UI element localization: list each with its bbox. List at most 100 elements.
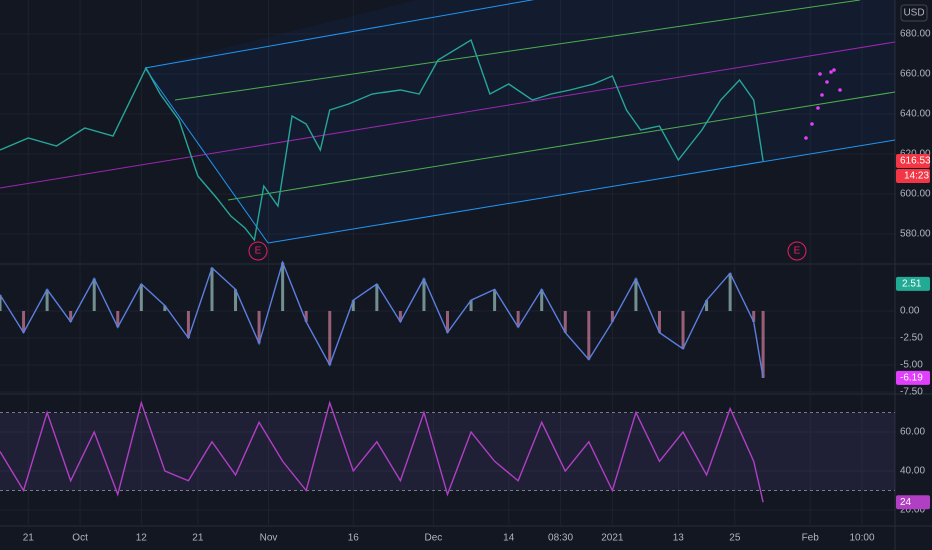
histogram-bar bbox=[139, 284, 143, 312]
series-line bbox=[0, 260, 764, 378]
last-value-badge bbox=[896, 153, 930, 168]
histogram-bar bbox=[398, 311, 402, 322]
histogram-bar bbox=[681, 311, 685, 349]
forecast-dot bbox=[825, 80, 829, 84]
earnings-marker[interactable] bbox=[248, 241, 268, 261]
x-tick-label: 21 bbox=[23, 533, 35, 544]
histogram-bar bbox=[0, 294, 2, 312]
forecast-dot bbox=[820, 93, 824, 97]
histogram-bar bbox=[587, 311, 591, 360]
earnings-marker[interactable] bbox=[787, 241, 807, 261]
x-tick-label: Feb bbox=[802, 533, 820, 544]
y-tick-label: 60.00 bbox=[900, 427, 925, 438]
histogram-bar bbox=[634, 278, 638, 312]
y-tick-label: -5.00 bbox=[900, 360, 923, 371]
histogram-bar bbox=[22, 311, 26, 333]
last-value-badge bbox=[896, 495, 930, 510]
series-line bbox=[0, 400, 764, 503]
y-tick-label: 640.00 bbox=[900, 109, 931, 120]
x-tick-label: 08:30 bbox=[548, 533, 573, 544]
unit-box[interactable] bbox=[900, 4, 928, 22]
y-tick-label: -7.50 bbox=[900, 387, 923, 398]
histogram-bar bbox=[257, 311, 261, 344]
histogram-bar bbox=[516, 311, 520, 328]
histogram-bar bbox=[563, 311, 567, 333]
histogram-bar bbox=[493, 289, 497, 312]
histogram-bar bbox=[234, 289, 238, 312]
last-value-badge bbox=[896, 370, 930, 385]
pitchfork-fill bbox=[145, 0, 895, 243]
pitchfork-line bbox=[144, 0, 535, 69]
y-tick-label: -2.50 bbox=[900, 333, 923, 344]
y-tick-label: 680.00 bbox=[900, 29, 931, 40]
forecast-dot bbox=[816, 106, 820, 110]
y-tick-label: 580.00 bbox=[900, 229, 931, 240]
series-line bbox=[0, 38, 764, 242]
y-tick-label: 40.00 bbox=[900, 466, 925, 477]
histogram-bar bbox=[657, 311, 661, 333]
histogram-bar bbox=[186, 311, 190, 339]
countdown-badge bbox=[896, 168, 930, 183]
x-tick-label: 12 bbox=[136, 533, 148, 544]
histogram-bar bbox=[705, 300, 709, 312]
signal-badge bbox=[896, 276, 930, 291]
histogram-bar bbox=[92, 278, 96, 312]
forecast-dot bbox=[818, 72, 822, 76]
forecast-dot bbox=[829, 70, 833, 74]
forecast-dot bbox=[804, 136, 808, 140]
x-tick-label: 14 bbox=[503, 533, 515, 544]
pitchfork-line bbox=[0, 41, 896, 189]
forecast-dots bbox=[804, 68, 842, 140]
earnings-label[interactable]: E bbox=[794, 246, 801, 257]
x-tick-label: 13 bbox=[673, 533, 685, 544]
x-tick-label: Dec bbox=[424, 533, 442, 544]
forecast-dot bbox=[810, 122, 814, 126]
x-tick-label: 16 bbox=[348, 533, 360, 544]
y-tick-label: 600.00 bbox=[900, 189, 931, 200]
histogram-bar bbox=[351, 300, 355, 312]
histogram-bar bbox=[761, 311, 765, 378]
last-value-label: 24 bbox=[900, 497, 912, 508]
pitchfork-line bbox=[227, 91, 896, 201]
forecast-dot bbox=[832, 68, 836, 72]
rsi-band bbox=[0, 412, 895, 491]
forecast-dot bbox=[838, 88, 842, 92]
pitchfork-line bbox=[174, 0, 861, 101]
histogram-bar bbox=[45, 289, 49, 312]
x-tick-label: Oct bbox=[72, 533, 88, 544]
x-tick-label: 25 bbox=[729, 533, 741, 544]
y-tick-label: 0.00 bbox=[900, 306, 920, 317]
pitchfork bbox=[0, 0, 896, 244]
histogram-bar bbox=[281, 262, 285, 312]
histogram-bar bbox=[116, 311, 120, 328]
histogram-bar bbox=[328, 311, 332, 366]
last-value-label: 616.53 bbox=[900, 156, 931, 167]
histogram-bar bbox=[752, 311, 756, 322]
last-value-label: -6.19 bbox=[900, 373, 923, 384]
histogram-bar bbox=[540, 289, 544, 312]
histogram-bar bbox=[210, 267, 214, 312]
histogram-bar bbox=[469, 300, 473, 312]
x-tick-label: 10:00 bbox=[850, 533, 875, 544]
pitchfork-line bbox=[267, 139, 896, 244]
histogram-bar bbox=[163, 305, 167, 312]
histogram-bar bbox=[728, 273, 732, 312]
histogram-bar bbox=[446, 311, 449, 333]
x-tick-label: 2021 bbox=[601, 533, 624, 544]
unit-label[interactable]: USD bbox=[903, 8, 924, 19]
histogram-bar bbox=[610, 311, 614, 322]
countdown-label: 14:23 bbox=[904, 171, 929, 182]
pitchfork-line bbox=[144, 67, 269, 244]
y-tick-label: 660.00 bbox=[900, 69, 931, 80]
histogram-bar bbox=[304, 311, 308, 322]
histogram-bar bbox=[375, 284, 379, 312]
signal-label: 2.51 bbox=[902, 279, 922, 290]
x-tick-label: Nov bbox=[260, 533, 278, 544]
histogram-bar bbox=[69, 311, 73, 322]
x-tick-label: 21 bbox=[192, 533, 204, 544]
histogram-bar bbox=[422, 278, 426, 312]
earnings-label[interactable]: E bbox=[255, 246, 262, 257]
y-tick-label: 20.00 bbox=[900, 505, 925, 516]
